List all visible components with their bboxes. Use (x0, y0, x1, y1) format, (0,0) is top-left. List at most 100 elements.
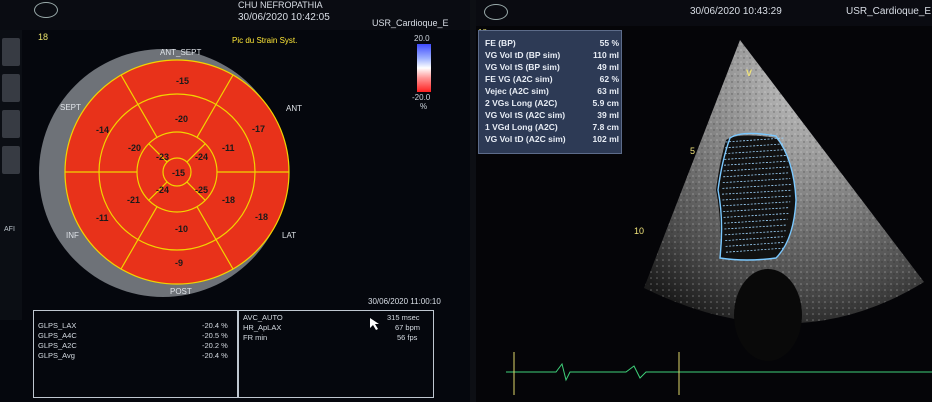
glps-label: GLPS_LAX (38, 321, 77, 330)
simpson-disc (725, 236, 785, 241)
avc-label: AVC_AUTO (243, 313, 283, 322)
avc-value: 67 bpm (395, 323, 421, 332)
glps-value: -20.5 % (202, 331, 228, 340)
left-header (0, 0, 470, 30)
simpson-disc (724, 149, 786, 154)
bullseye-spoke (186, 143, 206, 163)
segment-value: -23 (156, 152, 170, 162)
simpson-disc (722, 184, 792, 189)
measurement-row: 2 VGs Long (A2C) 5.9 cm (485, 98, 619, 108)
lv-contour[interactable] (717, 132, 797, 261)
scale-top-label: 20.0 (414, 34, 430, 43)
glps-label: GLPS_A4C (38, 331, 77, 340)
bullseye-spoke (148, 181, 168, 201)
wall-label-post: POST (170, 287, 192, 296)
right-user: USR_Cardioque_E (846, 6, 932, 17)
segment-value: -20 (175, 114, 189, 124)
segment-value: -24 (156, 185, 170, 195)
simpson-disc (721, 189, 793, 195)
measurement-row: Vejec (A2C sim) 63 ml (485, 86, 619, 96)
segment-value: -14 (96, 125, 110, 135)
simpson-disc (723, 166, 789, 172)
thumbnail-strip[interactable]: AFI (0, 30, 22, 320)
probe-marker: V (746, 68, 753, 78)
bullseye-spoke (148, 143, 168, 163)
wall-label-ant: ANT (286, 104, 302, 113)
echo-panel: 30/06/2020 10:43:29 USR_Cardioque_E 18 F… (476, 0, 932, 402)
bullseye-plot (39, 49, 290, 297)
simpson-disc (722, 195, 792, 201)
measurement-box: FE (BP) 55 % VG Vol tD (BP sim) 110 ml VG … (478, 30, 622, 154)
lv-cavity (716, 135, 796, 260)
bullseye-spoke (196, 206, 234, 270)
ge-logo-icon (484, 4, 508, 20)
simpson-disc (724, 230, 786, 236)
glps-label: GLPS_A2C (38, 341, 77, 350)
glps-value: -20.4 % (202, 321, 228, 330)
bullseye-footer-timestamp: 30/06/2020 11:00:10 (368, 297, 441, 306)
segment-value: -11 (222, 143, 235, 153)
measurement-row: FE (BP) 55 % (485, 38, 619, 48)
right-header (476, 0, 932, 26)
measurement-row: VG Vol tD (BP sim) 110 ml (485, 50, 619, 60)
simpson-discs (721, 137, 793, 253)
simpson-disc (722, 201, 791, 207)
measurement-row: 1 VGd Long (A2C) 7.8 cm (485, 122, 619, 132)
segment-value: -18 (222, 195, 236, 205)
bullseye-spoke (120, 74, 158, 138)
bullseye-spoke (186, 181, 206, 201)
thumbnail-4[interactable] (2, 146, 20, 174)
simpson-disc (723, 218, 788, 224)
bullseye-panel: CHU NEFROPATHIA 30/06/2020 10:42:05 USR_… (0, 0, 470, 402)
wall-label-lat: LAT (282, 231, 297, 240)
bullseye-spokes (65, 74, 289, 270)
panel-divider (470, 0, 476, 402)
scale-unit-label: % (420, 102, 428, 111)
bullseye-spoke (120, 206, 158, 270)
measurement-row: FE VG (A2C sim) 62 % (485, 74, 619, 84)
scale-bottom-label: -20.0 (412, 93, 431, 102)
left-datetime: 30/06/2020 10:42:05 (238, 12, 330, 23)
segment-value: -21 (127, 195, 141, 205)
simpson-disc (725, 137, 784, 143)
segment-value: -9 (175, 258, 184, 268)
avc-label: FR min (243, 333, 268, 342)
simpson-disc (723, 160, 788, 166)
segment-value: -20 (128, 143, 142, 153)
segment-value: -10 (175, 224, 189, 234)
thumbnail-2[interactable] (2, 74, 20, 102)
depth-mark: 10 (634, 226, 645, 236)
bullseye-disc (65, 60, 289, 284)
segment-value: -25 (195, 185, 209, 195)
segment-value: -18 (255, 212, 269, 222)
la-cavity (734, 269, 802, 361)
left-user: USR_Cardioque_E (372, 18, 449, 28)
segment-value: -11 (96, 213, 109, 223)
segment-value-apex: -15 (172, 168, 186, 178)
simpson-disc (723, 172, 790, 178)
glps-box: GLPS_LAX -20.4 % GLPS_A4C -20.5 % GLPS_A… (33, 310, 238, 398)
simpson-disc (725, 143, 785, 149)
echo-image (506, 40, 932, 395)
measurement-row: VG Vol tS (A2C sim) 39 ml (485, 110, 619, 120)
simpson-disc (722, 178, 791, 183)
thumbnail-3[interactable] (2, 110, 20, 138)
mouse-cursor-icon (370, 318, 379, 330)
ecg-trace (506, 362, 932, 382)
measurement-row: VG Vol tS (BP sim) 49 ml (485, 62, 619, 72)
avc-value: 315 msec (387, 313, 420, 322)
glps-value: -20.4 % (202, 351, 228, 360)
strain-color-scale (417, 44, 431, 92)
afi-label: AFI (4, 226, 15, 233)
thumbnail-1[interactable] (2, 38, 20, 66)
avc-value: 56 fps (397, 333, 418, 342)
measurement-row: VG Vol tD (A2C sim) 102 ml (485, 134, 619, 144)
segment-value: -24 (195, 152, 209, 162)
wall-label-sept: SEPT (60, 103, 81, 112)
right-datetime: 30/06/2020 10:43:29 (690, 6, 782, 17)
simpson-disc (723, 213, 789, 218)
simpson-disc (723, 207, 790, 212)
glps-label: GLPS_Avg (38, 351, 75, 360)
segment-value: -15 (176, 76, 190, 86)
hospital-name: CHU NEFROPATHIA (238, 0, 323, 10)
